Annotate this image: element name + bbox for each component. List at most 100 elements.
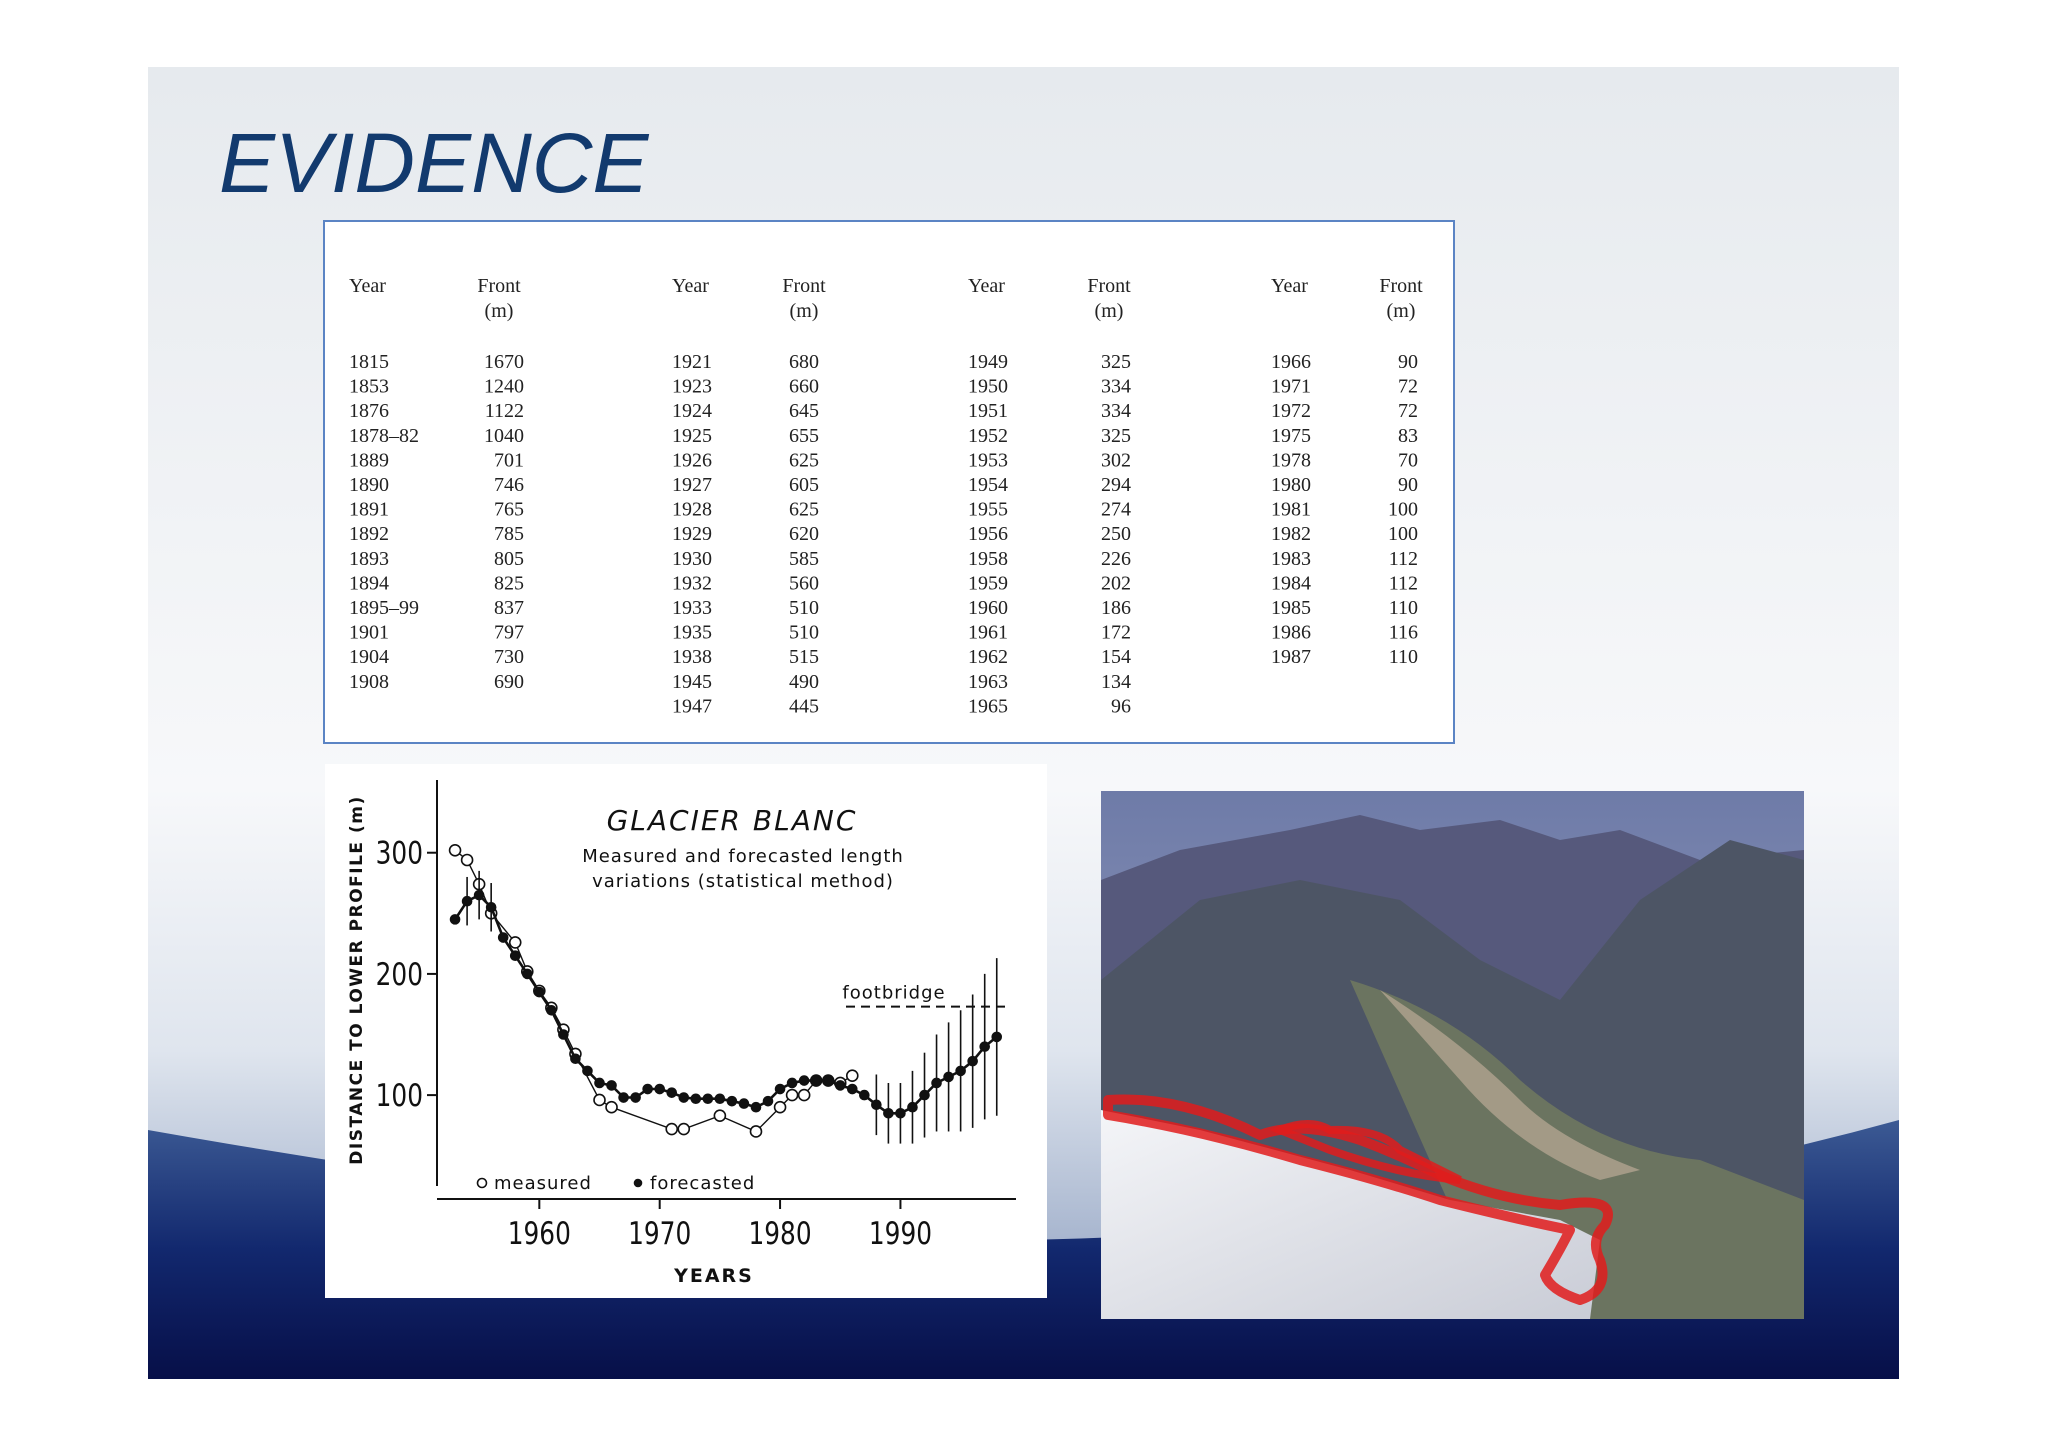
- year-cell: 1929: [672, 523, 712, 545]
- front-cell: 116: [1389, 622, 1418, 644]
- year-cell: 1987: [1271, 646, 1311, 668]
- front-cell: 560: [789, 572, 819, 594]
- year-cell: 1889: [349, 449, 389, 471]
- year-cell: 1925: [672, 425, 712, 447]
- year-cell: 1935: [672, 622, 712, 644]
- year-cell: 1921: [672, 351, 712, 373]
- year-cell: 1947: [672, 695, 712, 717]
- front-cell: 837: [494, 597, 524, 619]
- figure-subtitle: variations (statistical method): [592, 871, 894, 892]
- figure-subtitle: Measured and forecasted length: [582, 846, 904, 867]
- x-tick-label: 1960: [508, 1215, 571, 1251]
- front-cell: 660: [789, 376, 819, 398]
- unit-header: (m): [1095, 300, 1124, 322]
- forecast-point: [834, 1080, 846, 1091]
- year-cell: 1975: [1271, 425, 1311, 447]
- forecast-point: [702, 1093, 714, 1105]
- forecast-point: [666, 1087, 678, 1098]
- front-header: Front: [1379, 275, 1423, 297]
- year-cell: 1983: [1271, 548, 1311, 570]
- unit-header: (m): [485, 300, 514, 322]
- year-cell: 1923: [672, 376, 712, 398]
- forecast-point: [846, 1083, 858, 1095]
- front-header: Front: [782, 275, 826, 297]
- forecast-point: [798, 1075, 810, 1086]
- front-cell: 90: [1398, 351, 1418, 373]
- year-cell: 1982: [1271, 523, 1311, 545]
- year-cell: 1894: [349, 572, 389, 594]
- legend-marker: [476, 1177, 488, 1189]
- forecast-point: [991, 1031, 1003, 1043]
- footbridge-label: footbridge: [842, 983, 945, 1004]
- forecast-point: [907, 1101, 918, 1113]
- forecast-point: [618, 1092, 629, 1103]
- year-cell: 1945: [672, 671, 712, 693]
- figure: 100 200 300 1960 1970 1980 1990 YEARS DISTANCE T…: [347, 780, 1016, 1287]
- forecast-point: [774, 1083, 786, 1095]
- year-cell: 1893: [349, 548, 389, 570]
- forecast-point: [859, 1089, 870, 1101]
- figure-frame: [325, 764, 1047, 1298]
- measured-point: [713, 1109, 727, 1123]
- year-cell: 1960: [968, 597, 1008, 619]
- forecast-point: [895, 1107, 906, 1119]
- legend-label: forecasted: [650, 1173, 755, 1194]
- forecast-point: [714, 1093, 726, 1105]
- front-cell: 620: [789, 523, 819, 545]
- forecast-point: [461, 895, 473, 907]
- y-tick-label: 300: [376, 835, 423, 871]
- year-cell: 1958: [968, 548, 1008, 570]
- year-cell: 1904: [349, 646, 389, 668]
- forecast-point: [822, 1075, 834, 1086]
- front-cell: 70: [1398, 449, 1418, 471]
- year-cell: 1963: [968, 671, 1008, 693]
- measured-point: [460, 853, 474, 867]
- front-cell: 302: [1101, 449, 1131, 471]
- forecast-point: [810, 1075, 822, 1086]
- front-cell: 90: [1398, 474, 1418, 496]
- series-line: [454, 893, 998, 1115]
- year-cell: 1959: [968, 572, 1008, 594]
- year-cell: 1890: [349, 474, 389, 496]
- forecast-point: [594, 1077, 605, 1089]
- year-cell: 1895–99: [349, 597, 419, 619]
- year-cell: 1878–82: [349, 425, 419, 447]
- forecast-point: [449, 914, 461, 925]
- year-cell: 1978: [1271, 449, 1311, 471]
- forecast-point: [726, 1095, 738, 1107]
- forecast-point: [558, 1029, 569, 1040]
- front-cell: 100: [1388, 523, 1418, 545]
- measured-point: [749, 1125, 763, 1138]
- unit-header: (m): [1387, 300, 1416, 322]
- year-cell: 1815: [349, 351, 389, 373]
- forecast-point: [606, 1080, 617, 1091]
- x-tick-label: 1990: [869, 1215, 932, 1251]
- year-cell: 1891: [349, 499, 389, 521]
- forecast-point: [690, 1093, 702, 1105]
- front-cell: 110: [1389, 597, 1418, 619]
- forecast-point: [473, 889, 485, 901]
- measured-point: [677, 1122, 691, 1136]
- front-cell: 445: [789, 695, 819, 717]
- front-cell: 1040: [484, 425, 524, 447]
- front-cell: 510: [789, 622, 819, 644]
- year-cell: 1986: [1271, 622, 1311, 644]
- front-cell: 655: [789, 425, 819, 447]
- forecast-point: [786, 1077, 798, 1089]
- front-cell: 274: [1101, 499, 1131, 521]
- front-cell: 250: [1101, 523, 1131, 545]
- forecast-point: [546, 1004, 557, 1016]
- front-cell: 645: [789, 400, 819, 422]
- front-cell: 100: [1388, 499, 1418, 521]
- front-cell: 72: [1398, 400, 1418, 422]
- year-cell: 1938: [672, 646, 712, 668]
- y-tick-label: 100: [376, 1077, 423, 1113]
- year-cell: 1962: [968, 646, 1008, 668]
- year-cell: 1892: [349, 523, 389, 545]
- front-cell: 72: [1398, 376, 1418, 398]
- year-cell: 1932: [672, 572, 712, 594]
- measured-point: [448, 843, 462, 857]
- front-cell: 83: [1398, 425, 1418, 447]
- year-cell: 1980: [1271, 474, 1311, 496]
